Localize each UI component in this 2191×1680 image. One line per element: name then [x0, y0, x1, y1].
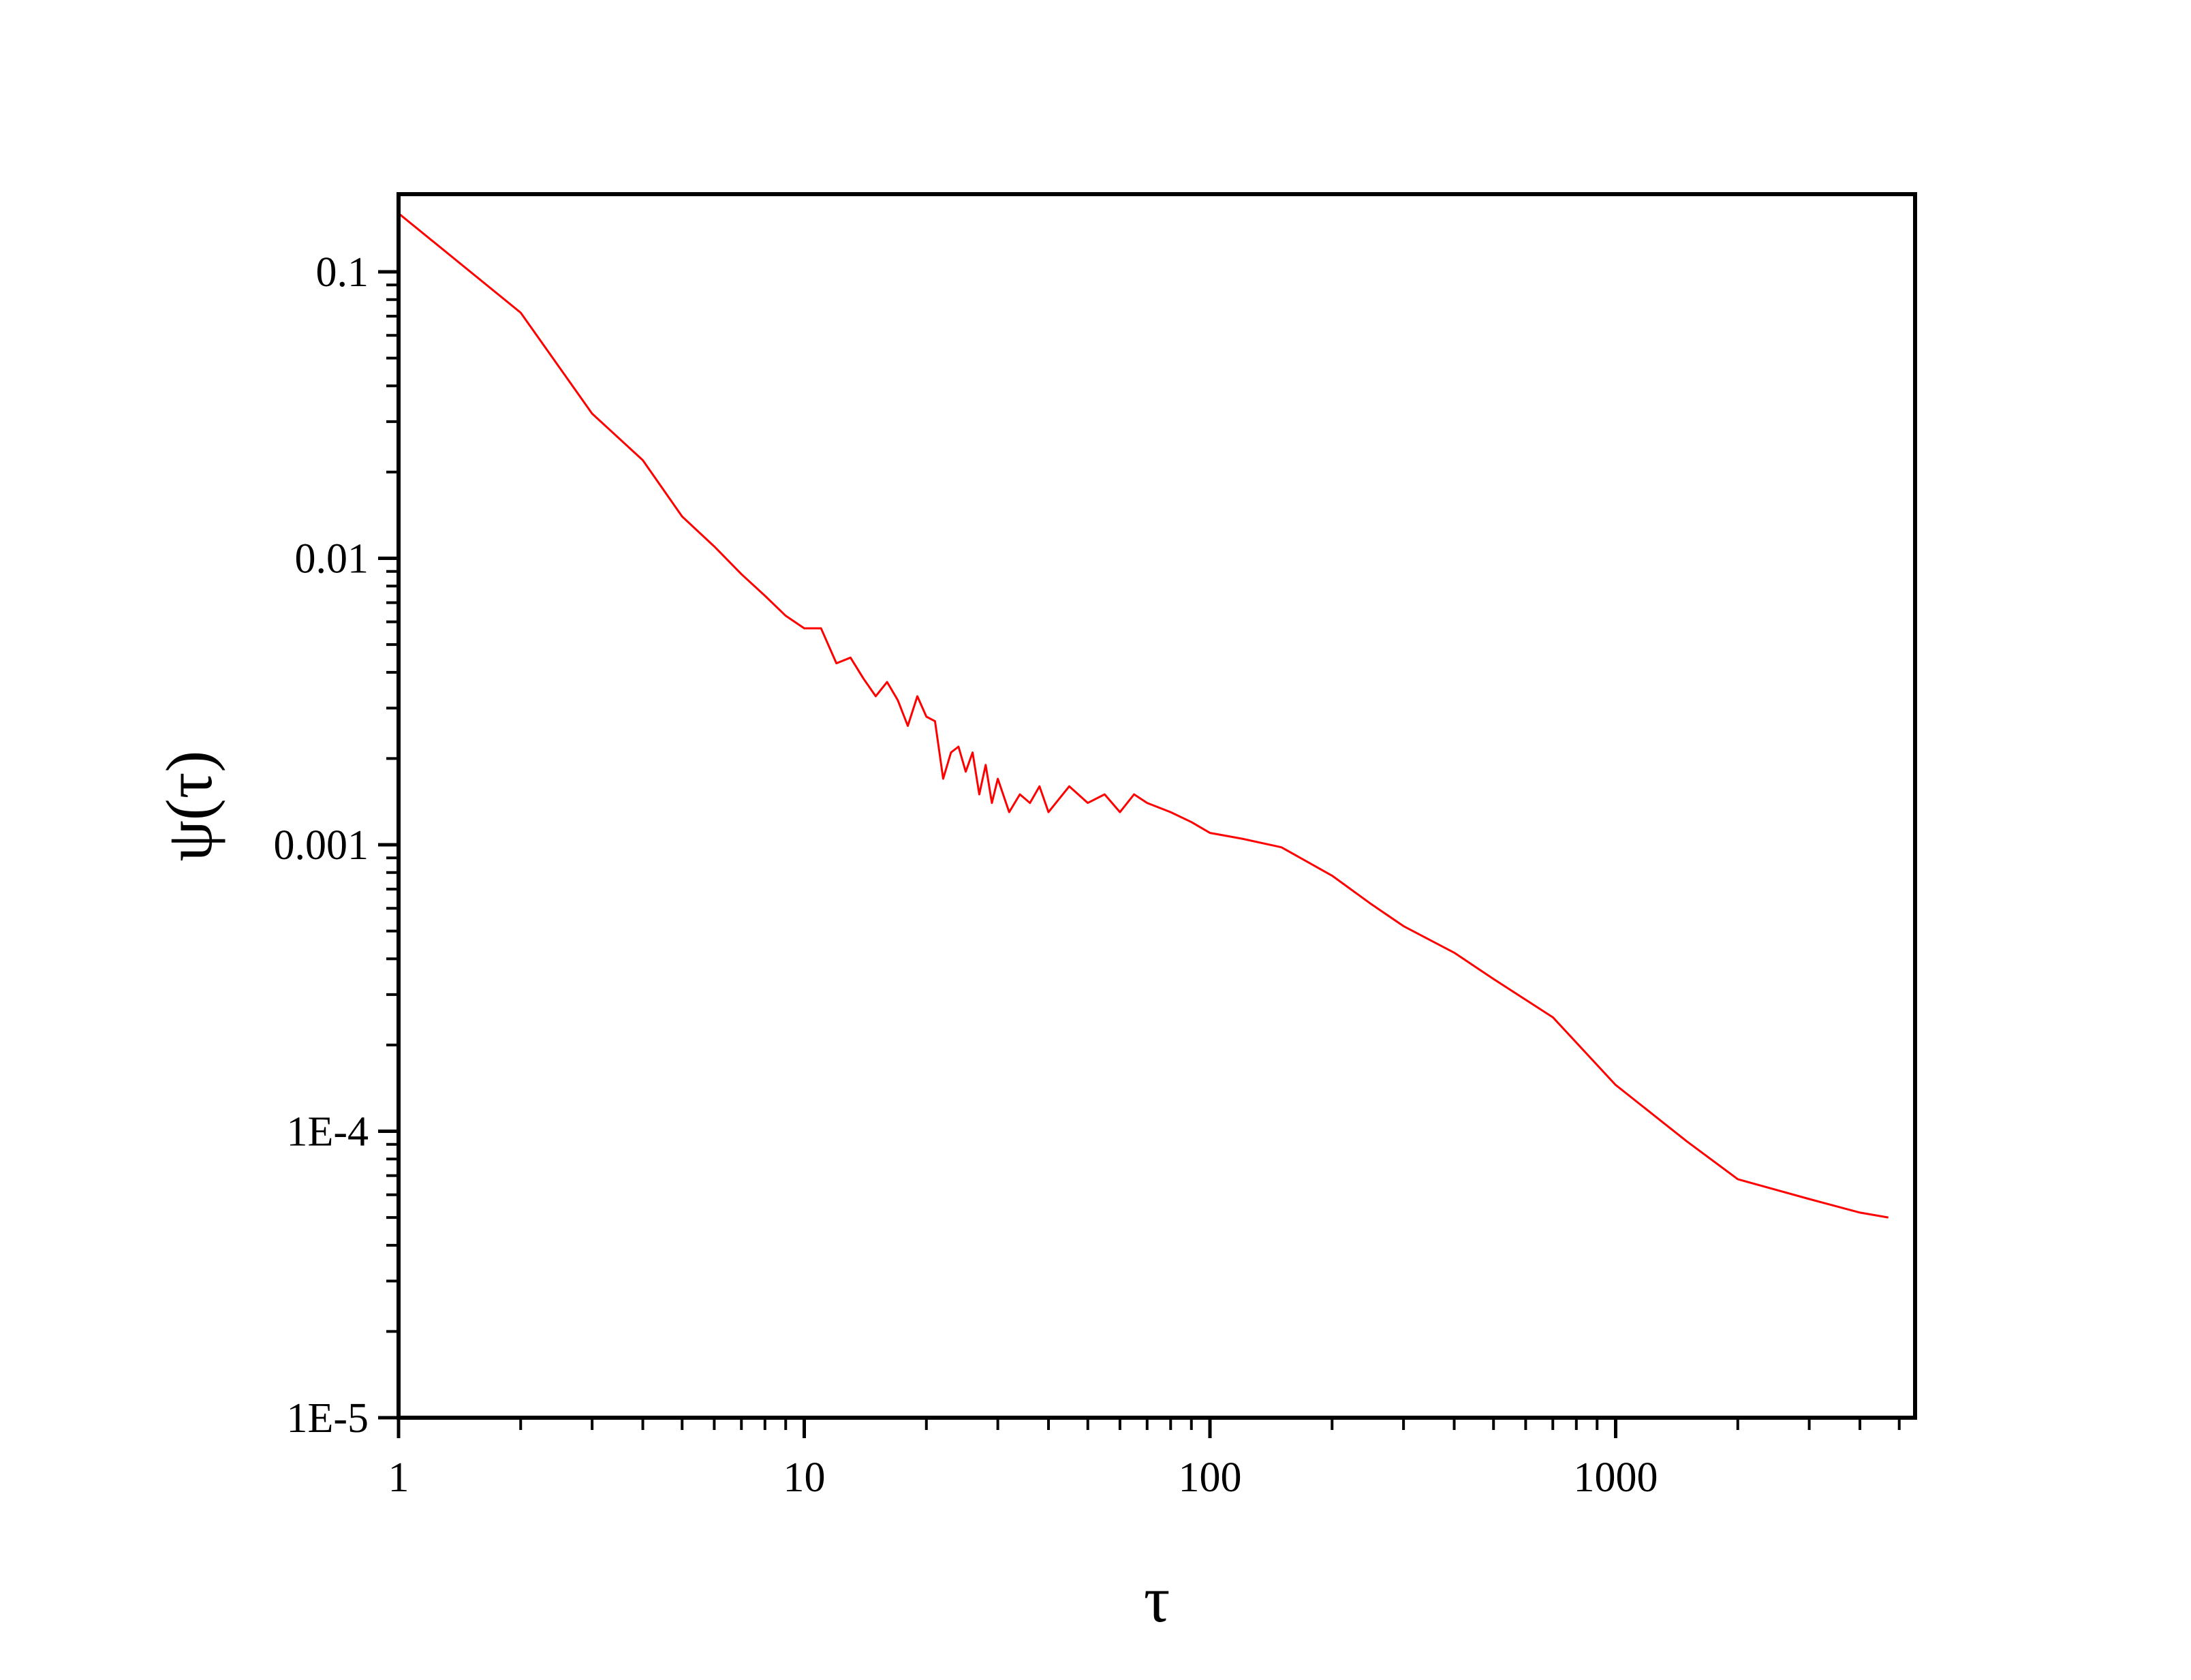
- axis-ticks: [378, 270, 1901, 1438]
- plot-frame: [397, 192, 1917, 1420]
- y-tick-label: 1E-5: [286, 1395, 369, 1442]
- x-tick-label: 100: [1179, 1455, 1242, 1501]
- x-tick-label: 1: [388, 1455, 409, 1501]
- x-tick-label: 1000: [1574, 1455, 1658, 1501]
- x-tick-label: 10: [783, 1455, 826, 1501]
- y-axis-title: ψ(τ): [153, 751, 226, 862]
- y-tick-label: 0.01: [295, 536, 369, 582]
- y-tick-label: 1E-4: [286, 1109, 369, 1155]
- y-tick-label: 0.001: [274, 822, 369, 869]
- plot-marks: [398, 213, 1889, 1219]
- x-axis-title: τ: [1144, 1563, 1170, 1636]
- axis-tick-labels: 1 10 100 1000 0.1 0.01 0.001 1E-4 1E-5: [274, 249, 1658, 1501]
- y-tick-label: 0.1: [316, 249, 369, 296]
- series-line: [398, 213, 1889, 1219]
